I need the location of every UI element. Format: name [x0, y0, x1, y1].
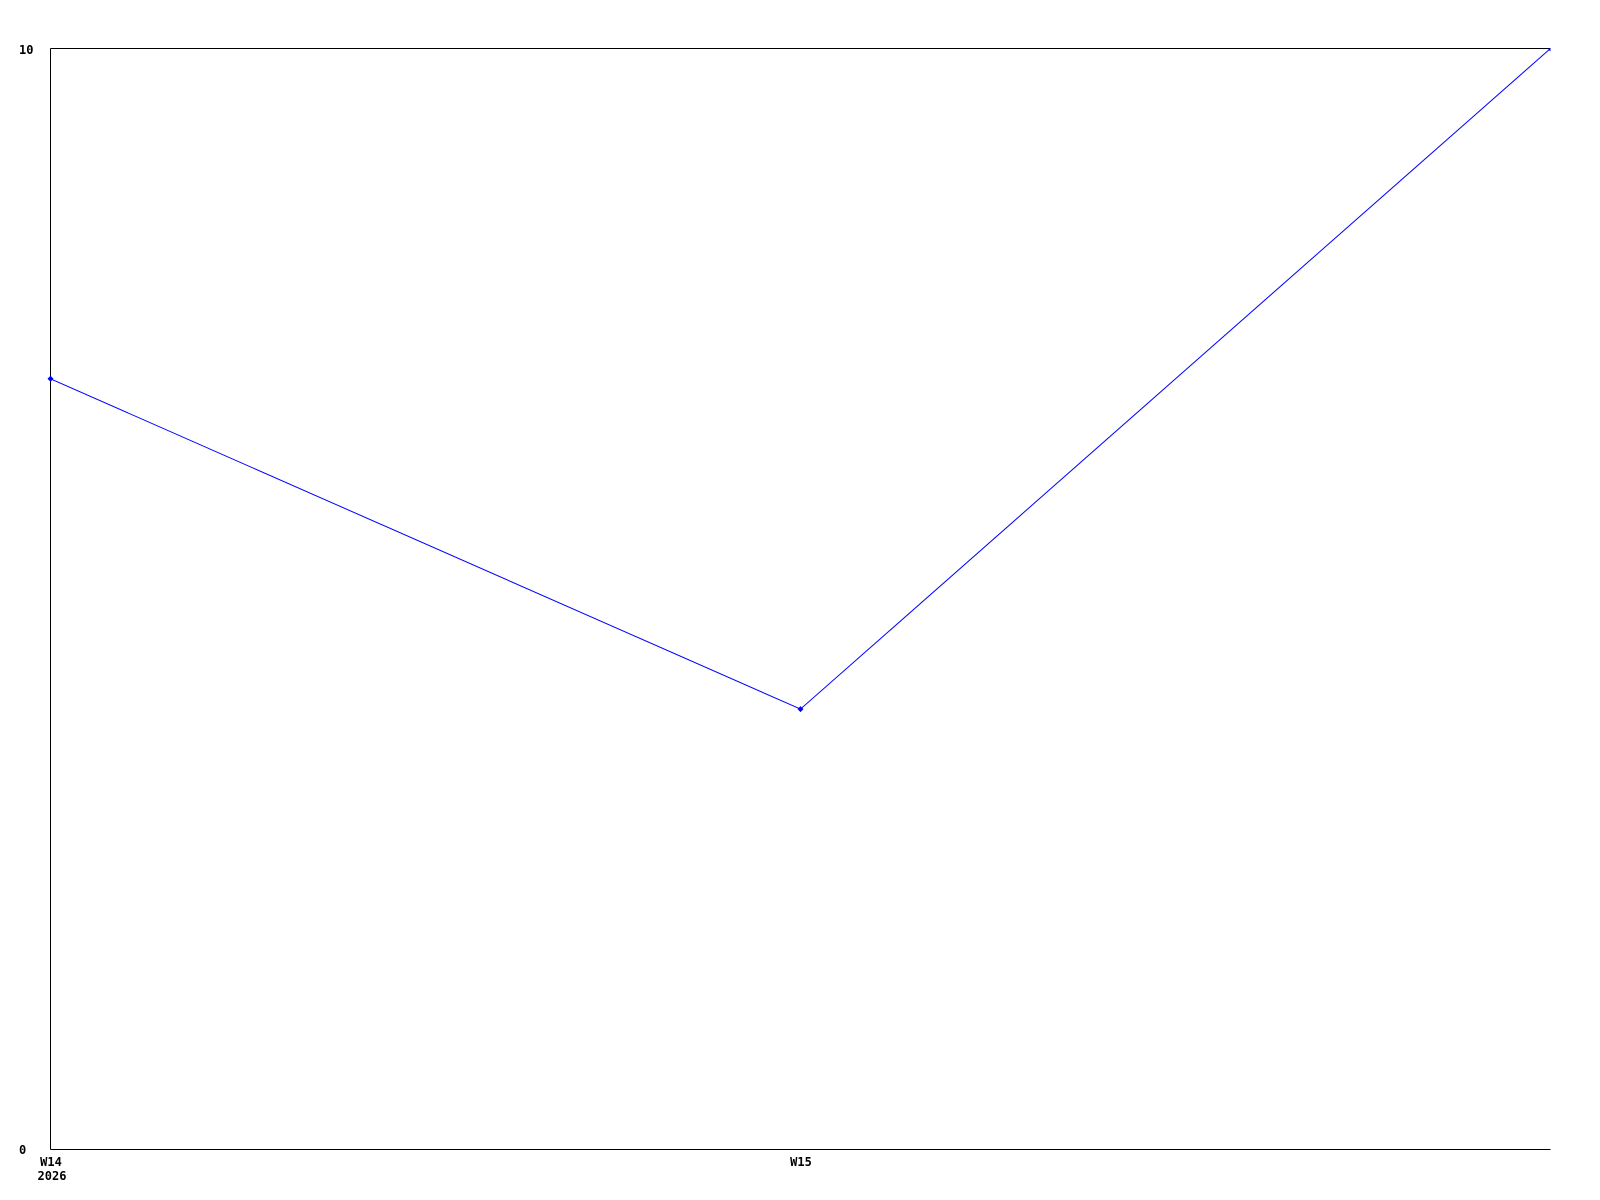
y-axis-min-label: 0 — [19, 1143, 27, 1157]
x-tick-label-w15: W15 — [790, 1155, 812, 1169]
data-point-marker — [1547, 48, 1551, 52]
data-point-marker — [47, 375, 54, 382]
x-axis-year-label: 2026 — [37, 1169, 67, 1183]
data-point-marker — [797, 706, 804, 713]
x-tick-label-w14: W14 — [40, 1155, 62, 1169]
data-series-line — [50, 48, 1551, 710]
axis-frame — [50, 48, 1551, 1150]
y-axis-max-label: 10 — [19, 43, 34, 57]
